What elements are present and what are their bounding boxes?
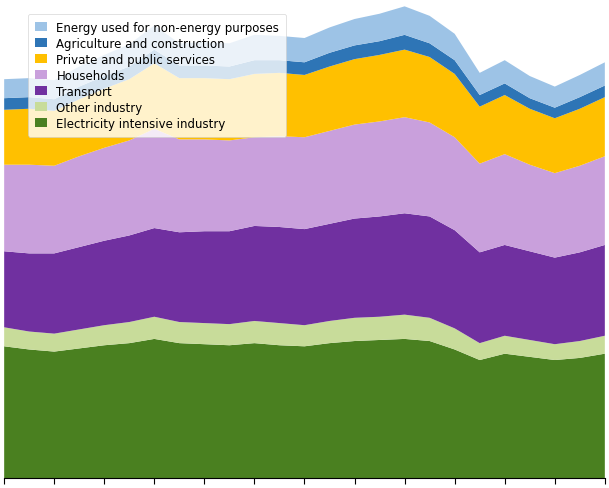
Legend: Energy used for non-energy purposes, Agriculture and construction, Private and p: Energy used for non-energy purposes, Agr… <box>28 15 286 138</box>
